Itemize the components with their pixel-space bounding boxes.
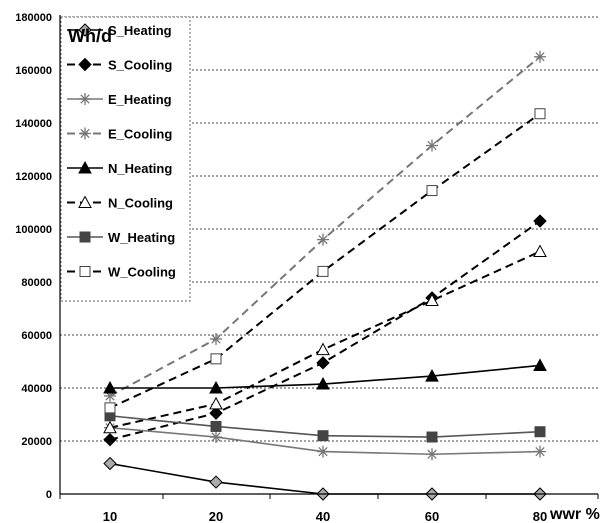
y-tick-label: 120000 — [15, 171, 52, 183]
legend-label: S_Cooling — [108, 58, 172, 73]
y-tick-label: 140000 — [15, 118, 52, 130]
data-point-w-cooling — [104, 402, 116, 414]
data-point-w-heating — [534, 426, 546, 438]
x-tick-label: 80 — [533, 509, 547, 523]
data-point-n-cooling — [425, 293, 439, 307]
y-tick-label: 0 — [46, 489, 52, 501]
legend-marker — [78, 23, 92, 37]
legend-marker — [78, 160, 92, 174]
data-point-w-heating — [317, 430, 329, 442]
x-axis-label: wwr % — [549, 506, 600, 523]
x-tick-label: 10 — [103, 509, 117, 523]
data-point-n-heating — [316, 376, 330, 390]
legend-marker — [78, 195, 92, 208]
data-point-e-cooling — [426, 139, 438, 152]
data-point-n-heating — [209, 380, 223, 394]
data-point-s-cooling — [209, 406, 223, 420]
x-tick-label: 20 — [209, 509, 223, 523]
data-point-e-cooling — [210, 332, 222, 345]
y-axis-label: Wh/d — [68, 26, 112, 46]
y-tick-label: 60000 — [21, 330, 52, 342]
data-point-e-heating — [317, 445, 329, 458]
data-point-n-cooling — [533, 244, 547, 258]
data-point-s-cooling — [103, 432, 117, 447]
data-point-s-cooling — [316, 356, 330, 370]
data-point-w-heating — [210, 420, 222, 432]
legend-label: W_Cooling — [108, 265, 176, 280]
data-point-e-heating — [534, 445, 546, 458]
legend-label: W_Heating — [108, 230, 175, 245]
data-point-e-heating — [426, 448, 438, 461]
data-point-s-cooling — [533, 214, 547, 228]
x-tick-label: 40 — [316, 509, 330, 523]
data-point-n-cooling — [103, 420, 117, 434]
legend-marker — [79, 93, 91, 105]
y-tick-label: 160000 — [15, 65, 52, 77]
legend-marker — [79, 231, 91, 243]
axes — [59, 15, 598, 495]
data-point-n-heating — [425, 369, 439, 382]
data-point-w-heating — [426, 431, 438, 443]
y-tick-label: 180000 — [15, 12, 52, 24]
data-point-n-cooling — [209, 396, 223, 410]
data-point-n-cooling — [316, 342, 330, 356]
legend-marker — [78, 57, 92, 72]
data-point-n-heating — [103, 380, 117, 394]
legend-label: E_Cooling — [108, 127, 172, 142]
data-point-w-cooling — [317, 265, 329, 277]
x-tick-label: 60 — [425, 509, 439, 523]
data-point-n-heating — [533, 358, 547, 371]
data-point-e-cooling — [534, 50, 546, 63]
legend-label: N_Cooling — [108, 196, 173, 211]
legend-marker — [79, 266, 91, 277]
data-point-w-cooling — [210, 353, 222, 365]
y-tick-label: 100000 — [15, 224, 52, 236]
data-point-s-heating — [103, 456, 117, 471]
legend-label: E_Heating — [108, 92, 172, 107]
x-axis-ticks: 10 20 40 60 80 — [59, 494, 599, 523]
legend-label: N_Heating — [108, 161, 172, 176]
data-point-e-heating — [210, 431, 222, 444]
y-tick-label: 40000 — [21, 383, 52, 395]
y-tick-label: 80000 — [21, 277, 52, 289]
y-axis-ticks: 0 20000 40000 60000 80000 100000 120000 140000 1… — [15, 12, 52, 501]
legend: S_Heating S_Cooling E_Heating E_Cooling N_He… — [60, 16, 191, 302]
data-point-e-cooling — [317, 233, 329, 246]
y-tick-label: 20000 — [21, 436, 52, 448]
legend-marker — [79, 127, 91, 140]
data-point-s-heating — [209, 475, 223, 489]
series-group — [103, 50, 547, 501]
legend-label: S_Heating — [108, 23, 172, 38]
data-point-w-cooling — [534, 108, 546, 120]
data-point-w-cooling — [426, 185, 438, 197]
